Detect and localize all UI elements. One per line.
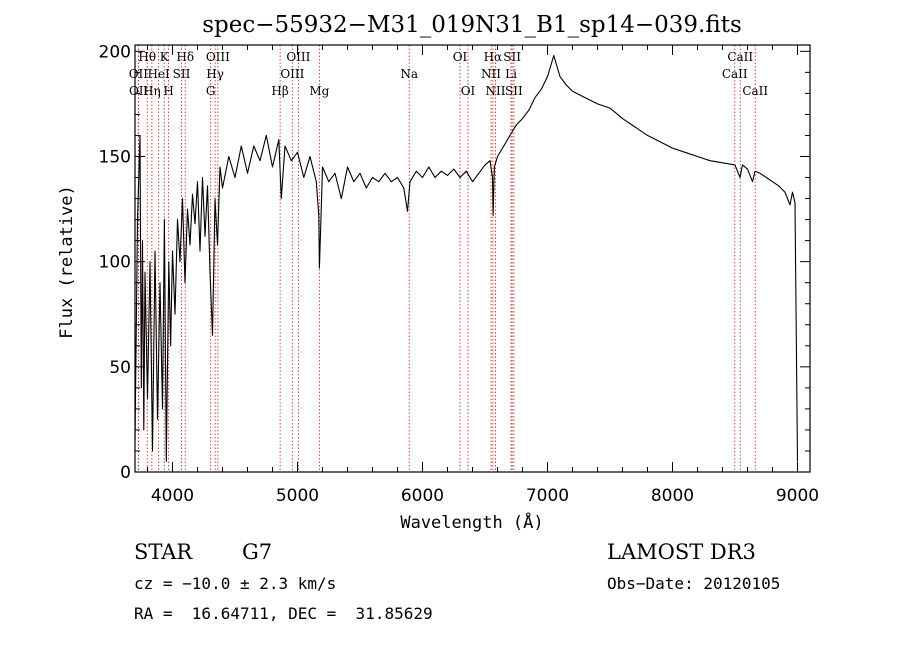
line-label-1: OII — [129, 67, 149, 81]
line-label-9: OIII — [206, 50, 230, 64]
x-tick-label: 7000 — [526, 486, 569, 506]
line-label-5: K — [160, 50, 170, 64]
sky-coordinates: RA = 16.64711, DEC = 31.85629 — [134, 604, 433, 623]
x-tick-label: 5000 — [276, 486, 319, 506]
line-label-24: SII — [505, 84, 523, 98]
line-label-19: Hα — [484, 50, 503, 64]
flux-series-line — [134, 54, 799, 463]
x-tick-label: 8000 — [651, 486, 694, 506]
line-label-21: NII — [486, 84, 506, 98]
y-tick-label: 100 — [99, 253, 131, 273]
line-label-0: Hθ — [138, 50, 156, 64]
y-tick-label: 0 — [120, 463, 131, 483]
chart-title: spec−55932−M31_019N31_B1_sp14−039.fits — [202, 12, 742, 38]
line-label-10: Hγ — [206, 67, 224, 81]
line-label-13: OIII — [286, 50, 310, 64]
line-label-25: CaII — [727, 50, 753, 64]
line-label-6: H — [163, 84, 173, 98]
x-tick-label: 9000 — [776, 486, 819, 506]
line-label-26: CaII — [722, 67, 748, 81]
line-label-2: OII — [129, 84, 149, 98]
x-tick-label: 4000 — [151, 486, 194, 506]
line-label-16: Na — [400, 67, 418, 81]
line-label-17: OI — [453, 50, 468, 64]
line-label-7: SII — [173, 67, 191, 81]
line-label-12: Hβ — [271, 84, 288, 98]
line-label-23: Li — [505, 67, 517, 81]
object-class: STAR — [134, 540, 193, 564]
observation-date: Obs−Date: 20120105 — [607, 574, 781, 593]
line-label-11: G — [206, 84, 216, 98]
line-label-20: NII — [481, 67, 501, 81]
object-subclass: G7 — [242, 540, 273, 564]
line-label-18: OI — [461, 84, 476, 98]
line-label-4: HeI — [147, 67, 170, 81]
axis-ticks: 4000 5000 6000 7000 8000 9000 0 50 100 150 200 — [99, 42, 820, 506]
line-label-22: SII — [503, 50, 521, 64]
y-tick-label: 150 — [99, 147, 131, 167]
redshift-readout: cz = −10.0 ± 2.3 km/s — [134, 574, 337, 593]
line-label-15: Mg — [309, 84, 329, 98]
line-label-14: OIII — [280, 67, 304, 81]
line-label-8: Hδ — [176, 50, 194, 64]
y-tick-label: 200 — [99, 42, 131, 62]
spectral-line-markers — [137, 45, 756, 472]
line-label-27: CaII — [742, 84, 768, 98]
y-axis-label: Flux (relative) — [57, 185, 77, 339]
survey-name: LAMOST DR3 — [607, 540, 756, 564]
x-axis-label: Wavelength (Å) — [400, 511, 543, 533]
plot-frame — [134, 44, 811, 473]
x-tick-label: 6000 — [401, 486, 444, 506]
line-label-3: Hη — [143, 84, 161, 98]
y-tick-label: 50 — [109, 358, 131, 378]
